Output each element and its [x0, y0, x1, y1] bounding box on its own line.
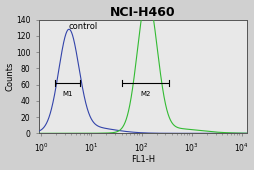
Title: NCI-H460: NCI-H460 [109, 6, 175, 19]
Text: M1: M1 [62, 91, 73, 97]
Text: M2: M2 [140, 91, 150, 97]
Text: control: control [69, 22, 98, 31]
Y-axis label: Counts: Counts [6, 62, 14, 91]
X-axis label: FL1-H: FL1-H [130, 155, 154, 164]
